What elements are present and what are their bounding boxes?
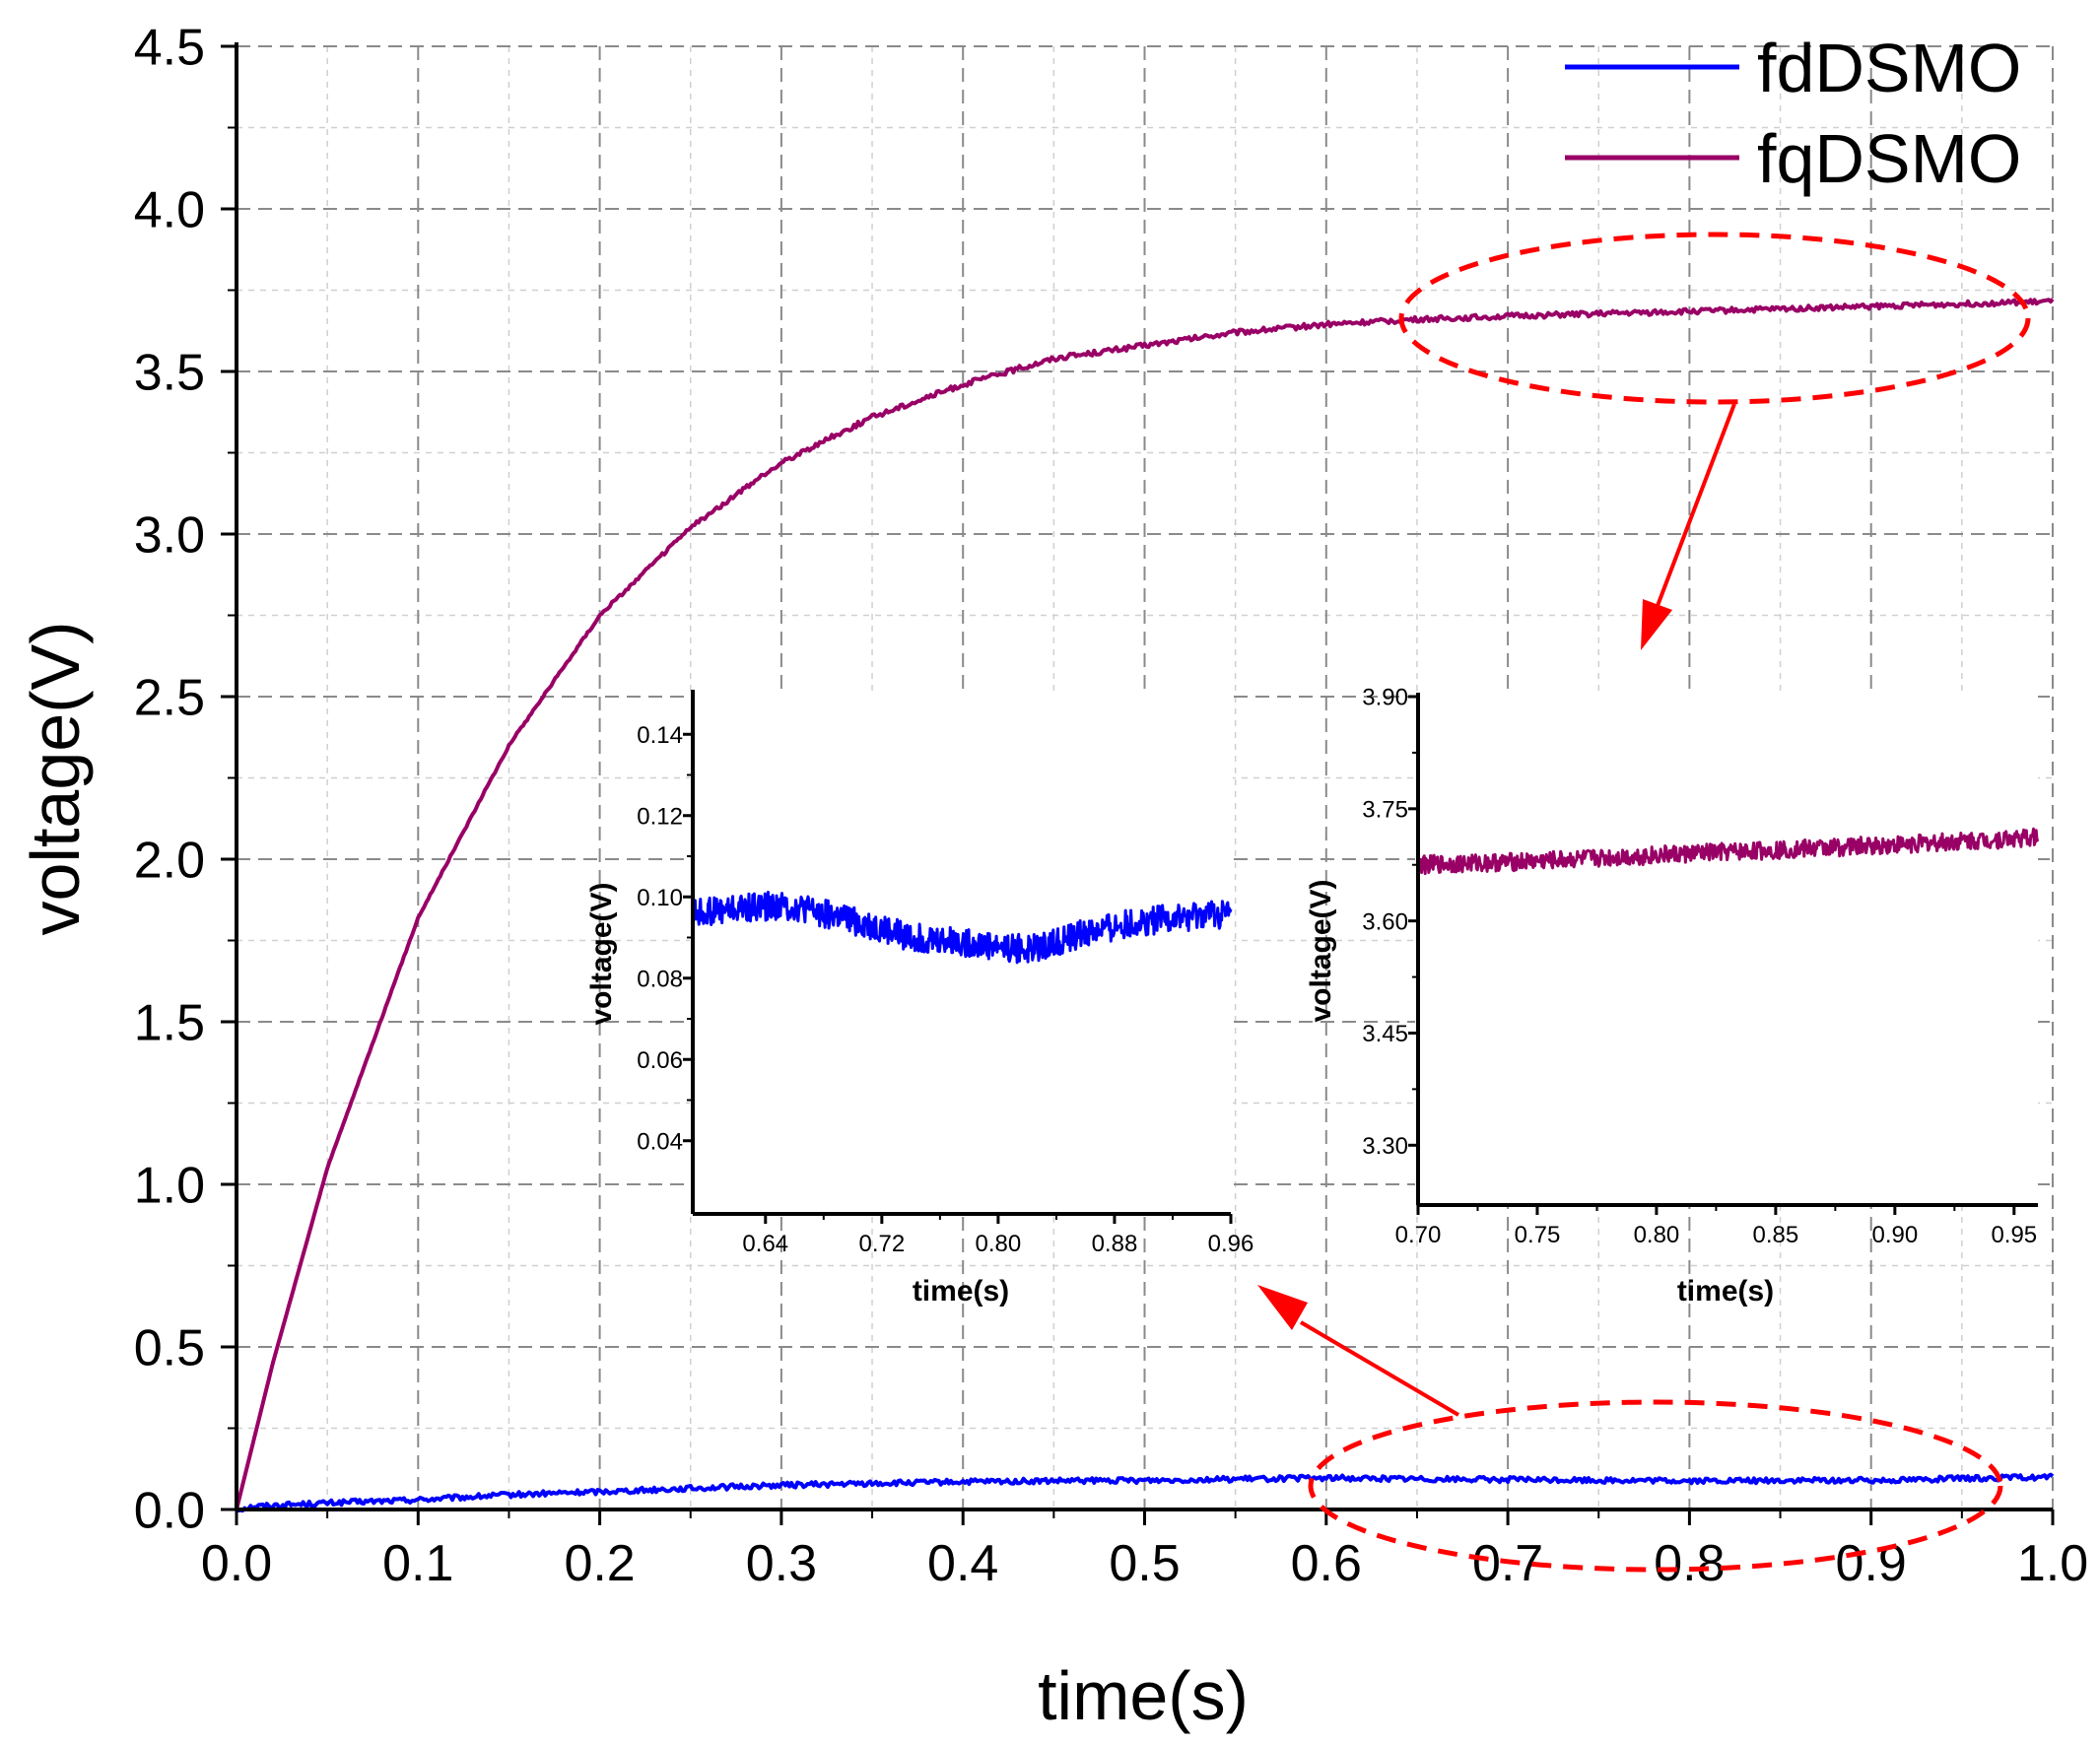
arrowhead-fq-inset xyxy=(1641,599,1672,650)
x-tick-label: 0.96 xyxy=(1208,1231,1254,1257)
y-tick-label: 3.0 xyxy=(134,507,205,565)
highlight-ellipse-fd xyxy=(1308,1399,2003,1573)
y-tick-label: 3.60 xyxy=(1362,908,1408,935)
inset-fq-background xyxy=(1415,695,2038,1205)
y-tick-label: 0.10 xyxy=(637,885,683,911)
x-tick-label: 0.3 xyxy=(746,1535,817,1592)
x-tick-label: 0.90 xyxy=(1871,1222,1918,1248)
x-tick-label: 0.64 xyxy=(742,1231,788,1257)
main-x-axis-title: time(s) xyxy=(1038,1657,1249,1734)
x-tick-label: 0.80 xyxy=(1634,1222,1680,1248)
main-y-axis-title: voltage(V) xyxy=(17,621,94,935)
arrowhead-fd-inset xyxy=(1257,1285,1308,1330)
inset-fd-plot: 0.64 0.72 0.80 0.88 0.96 0.04 0.06 0.08 0.10 0.1… xyxy=(585,690,1253,1308)
y-tick-label: 3.45 xyxy=(1362,1021,1408,1047)
inset-fq-plot: 0.70 0.75 0.80 0.85 0.90 0.95 3.30 3.45 3.60 3.7… xyxy=(1305,685,2040,1308)
x-tick-label: 0.5 xyxy=(1109,1535,1180,1592)
y-tick-label: 3.5 xyxy=(134,345,205,402)
main-series-group xyxy=(235,298,2055,1513)
y-tick-label: 2.5 xyxy=(134,670,205,727)
x-tick-label: 0.8 xyxy=(1654,1535,1725,1592)
main-grid-minor xyxy=(237,46,2053,1509)
x-tick-label: 0.85 xyxy=(1753,1222,1799,1248)
y-tick-label: 4.0 xyxy=(134,182,205,239)
x-tick-label: 0.80 xyxy=(976,1231,1022,1257)
inset-fq-axes xyxy=(1416,693,2038,1207)
main-plot: 0.0 0.1 0.2 0.3 0.4 0.5 0.6 0.7 0.8 0.9 1.0 0.00.5… xyxy=(17,20,2088,1734)
inset-fq-x-axis-title: time(s) xyxy=(1677,1275,1774,1308)
series-line-fqDSMO-inset_fq xyxy=(1416,827,2040,876)
series-line-fqDSMO-main xyxy=(235,298,2055,1510)
inset-fd-series-group xyxy=(691,890,1233,965)
inset-fd-x-tick-labels: 0.64 0.72 0.80 0.88 0.96 xyxy=(742,1231,1253,1257)
inset-fd-x-axis-title: time(s) xyxy=(913,1275,1009,1308)
y-tick-label: 3.30 xyxy=(1362,1133,1408,1160)
inset-fq-x-tick-labels: 0.70 0.75 0.80 0.85 0.90 0.95 xyxy=(1395,1222,2038,1248)
y-tick-label: 0.5 xyxy=(134,1320,205,1377)
inset-fq-y-tick-labels: 3.30 3.45 3.60 3.75 3.90 xyxy=(1362,685,1408,1160)
legend-label-fdDSMO: fdDSMO xyxy=(1757,30,2021,106)
series-line-fdDSMO-main xyxy=(236,1472,2055,1513)
x-tick-label: 0.0 xyxy=(201,1535,272,1592)
x-tick-label: 0.4 xyxy=(927,1535,998,1592)
inset-fd-y-tick-labels: 0.04 0.06 0.08 0.10 0.12 0.14 xyxy=(637,722,683,1156)
x-tick-label: 0.2 xyxy=(564,1535,635,1592)
inset-fq-series-group xyxy=(1416,827,2040,876)
y-tick-label: 0.12 xyxy=(637,803,683,830)
arrow-to-fq-inset xyxy=(1654,403,1736,612)
x-tick-label: 0.1 xyxy=(382,1535,453,1592)
x-tick-label: 0.72 xyxy=(858,1231,905,1257)
main-grid-major xyxy=(237,45,2054,1509)
legend-label-fqDSMO: fqDSMO xyxy=(1757,120,2021,197)
legend: fdDSMO fqDSMO xyxy=(1565,30,2021,197)
y-tick-label: 0.0 xyxy=(134,1483,205,1540)
x-tick-label: 1.0 xyxy=(2017,1535,2088,1592)
x-tick-label: 0.88 xyxy=(1092,1231,1138,1257)
y-tick-label: 3.75 xyxy=(1362,796,1408,823)
y-tick-label: 3.90 xyxy=(1362,685,1408,711)
inset-fq-y-axis-title: voltage(V) xyxy=(1305,879,1337,1022)
main-x-tick-labels: 0.0 0.1 0.2 0.3 0.4 0.5 0.6 0.7 0.8 0.9 1.0 xyxy=(201,1535,2088,1592)
y-tick-label: 0.04 xyxy=(637,1128,683,1155)
inset-fd-axes xyxy=(691,690,1231,1216)
highlight-ellipse-fq xyxy=(1398,232,2031,405)
x-tick-label: 0.6 xyxy=(1291,1535,1362,1592)
series-line-fdDSMO-inset_fd xyxy=(691,890,1233,965)
zoom-annotations xyxy=(1257,232,2031,1573)
x-tick-label: 0.95 xyxy=(1991,1222,2037,1248)
inset-fd-ticks xyxy=(683,732,1233,1224)
y-tick-label: 4.5 xyxy=(134,20,205,77)
y-tick-label: 1.0 xyxy=(134,1158,205,1215)
y-tick-label: 0.06 xyxy=(637,1047,683,1074)
inset-fd-y-axis-title: voltage(V) xyxy=(585,882,618,1025)
x-tick-label: 0.9 xyxy=(1836,1535,1907,1592)
main-y-tick-labels: 0.0 0.5 1.0 1.5 2.0 2.5 3.0 3.5 4.0 4.5 xyxy=(134,20,205,1540)
x-tick-label: 0.75 xyxy=(1515,1222,1561,1248)
inset-fq-ticks xyxy=(1408,695,2016,1215)
arrow-to-fd-inset xyxy=(1299,1320,1460,1417)
y-tick-label: 0.08 xyxy=(637,966,683,992)
y-tick-label: 2.0 xyxy=(134,833,205,890)
y-tick-label: 0.14 xyxy=(637,722,683,749)
x-tick-label: 0.70 xyxy=(1395,1222,1442,1248)
y-tick-label: 1.5 xyxy=(134,995,205,1052)
